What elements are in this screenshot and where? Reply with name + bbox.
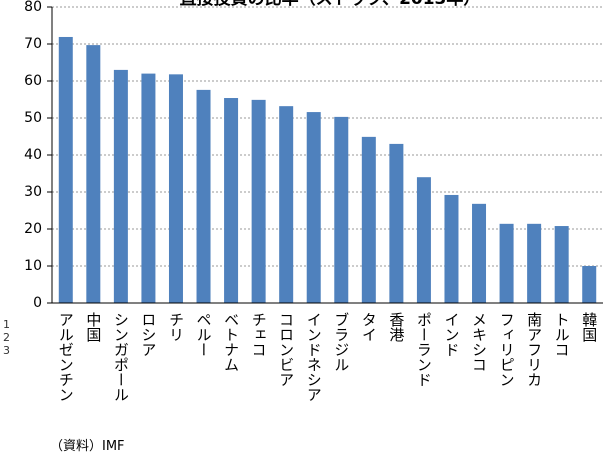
x-tick-label: アルゼンチン — [57, 312, 75, 402]
y-tick-label: 20 — [24, 221, 42, 237]
x-tick-label: 韓国 — [580, 312, 598, 342]
y-tick-label: 80 — [24, 0, 42, 15]
bar — [86, 45, 101, 304]
bar — [444, 194, 459, 303]
bar — [279, 106, 294, 303]
y-tick-label: 50 — [24, 110, 42, 126]
bar — [334, 116, 349, 303]
x-tick-label: チェコ — [250, 312, 268, 357]
x-tick-label: ブラジル — [332, 312, 350, 372]
bar — [251, 99, 266, 304]
x-tick-label: チリ — [167, 312, 185, 342]
bar — [361, 136, 376, 303]
x-tick-label: ベトナム — [222, 312, 240, 372]
x-tick-label: トルコ — [553, 312, 571, 357]
x-tick-label: 中国 — [84, 312, 102, 342]
bar — [141, 73, 156, 303]
note: 1 — [3, 318, 10, 331]
y-tick-label: 0 — [33, 295, 42, 311]
x-tick-label: メキシコ — [470, 312, 488, 372]
note: 2 — [3, 331, 10, 344]
x-tick-label: 香港 — [387, 312, 405, 342]
y-tick-label: 60 — [24, 73, 42, 89]
x-tick-label: シンガポール — [112, 312, 130, 402]
y-tick-label: 30 — [24, 184, 42, 200]
bar — [416, 177, 431, 303]
x-tick-label: 南アフリカ — [525, 312, 543, 387]
bar — [582, 266, 597, 303]
chart-title: 直接投資の比率（ストック、2013年） — [180, 0, 481, 9]
bar — [58, 36, 73, 303]
x-tick-label: タイ — [360, 312, 378, 342]
x-tick-label: フィリピン — [498, 312, 516, 387]
bar — [499, 223, 514, 303]
bar — [196, 89, 211, 303]
y-tick-label: 40 — [24, 147, 42, 163]
bar — [224, 98, 239, 304]
y-tick-label: 10 — [24, 258, 42, 274]
x-tick-label: コロンビア — [277, 312, 295, 387]
x-tick-label: インド — [442, 312, 460, 357]
note: 3 — [3, 344, 10, 357]
bar — [389, 143, 404, 303]
x-tick-label: ロシア — [139, 312, 157, 357]
x-tick-label: ポーランド — [415, 312, 433, 387]
bar — [168, 74, 183, 303]
bar — [306, 112, 321, 303]
bar — [472, 203, 487, 303]
x-tick-label: インドネシア — [305, 312, 323, 402]
bar — [113, 69, 128, 304]
y-tick-label: 70 — [24, 36, 42, 52]
source: （資料）IMF — [50, 439, 125, 454]
x-tick-label: ペルー — [195, 312, 213, 357]
bar — [554, 226, 569, 303]
bar — [527, 223, 542, 303]
